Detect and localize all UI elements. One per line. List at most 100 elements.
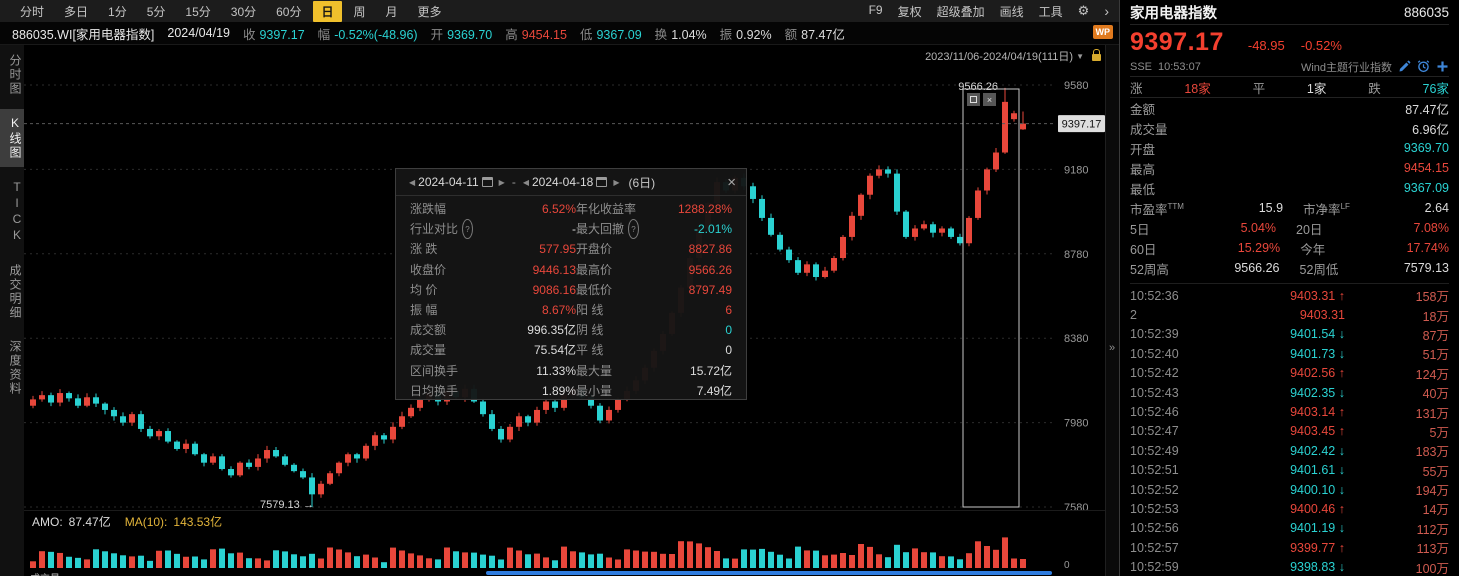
tick-volume: 112万 xyxy=(1416,522,1449,537)
view-mode-rail: 分时图 K线图 TICK 成交明细深度资料 xyxy=(0,45,24,576)
range-days-label: (6日) xyxy=(628,175,656,190)
tick-row[interactable]: 10:52:47 9403.45 ↑ 5万 xyxy=(1130,422,1449,441)
tick-volume: 194万 xyxy=(1415,484,1449,499)
tooltip-label: 成交额 xyxy=(410,323,447,338)
range-start-date[interactable]: 2024-04-11 xyxy=(418,175,479,189)
wp-badge[interactable]: WP xyxy=(1092,25,1113,39)
range-end-date[interactable]: 2024-04-18 xyxy=(531,175,594,189)
quote-infobar: 886035.WI[家用电器指数] 2024/04/19 收 9397.17 幅 -0… xyxy=(0,22,1119,45)
timeframe-button[interactable]: 30分 xyxy=(230,4,257,19)
stat-label: 市盈率TTM xyxy=(1130,201,1184,217)
toolbar-tool-button[interactable]: 画线 xyxy=(999,4,1024,19)
gear-icon[interactable]: ⚙ xyxy=(1077,3,1090,18)
tick-row[interactable]: 10:52:52 9400.10 ↓ 194万 xyxy=(1130,480,1449,499)
amo-value: 87.47亿 xyxy=(68,515,111,529)
edit-icon[interactable] xyxy=(1398,60,1411,73)
tick-row[interactable]: 10:52:56 9401.19 ↓ 112万 xyxy=(1130,519,1449,538)
tick-volume: 5万 xyxy=(1429,425,1449,440)
selection-close-icon[interactable] xyxy=(983,93,996,106)
tick-price: 9399.77 ↑ xyxy=(1290,540,1345,555)
lock-icon[interactable] xyxy=(1092,49,1101,61)
info-field-label: 低 xyxy=(579,27,593,42)
toolbar-tool-button[interactable]: 超级叠加 xyxy=(936,4,985,19)
stat-label: 成交量 xyxy=(1130,122,1168,137)
timeframe-button[interactable]: 月 xyxy=(385,4,398,19)
question-icon[interactable]: ? xyxy=(462,219,474,240)
breadth-value: 18家 xyxy=(1184,81,1211,96)
start-date-next-arrow[interactable]: ▶ xyxy=(498,177,505,187)
alarm-icon[interactable] xyxy=(1417,60,1430,73)
tick-volume: 158万 xyxy=(1415,290,1449,305)
panel-divider: » xyxy=(1105,45,1119,576)
tooltip-value: 7.49亿 xyxy=(696,383,733,398)
tick-row[interactable]: 10:52:53 9400.46 ↑ 14万 xyxy=(1130,499,1449,518)
time-scrollbar[interactable] xyxy=(486,571,1052,575)
tooltip-label: 最大回撤? xyxy=(576,219,678,240)
toolbar-right: F9 复权 超级叠加 画线 工具 ⚙ › xyxy=(869,3,1109,20)
tick-time: 10:52:52 xyxy=(1130,482,1179,497)
tick-row[interactable]: 10:52:43 9402.35 ↓ 40万 xyxy=(1130,383,1449,402)
sidebar-item[interactable]: 分时图 xyxy=(8,54,22,96)
sidebar-item[interactable]: K线图 xyxy=(0,109,24,167)
start-date-prev-arrow[interactable]: ◀ xyxy=(409,177,416,187)
tick-row[interactable]: 10:52:49 9402.42 ↓ 183万 xyxy=(1130,441,1449,460)
breadth-label: 跌 xyxy=(1368,81,1381,96)
timeframe-button[interactable]: 日 xyxy=(313,0,342,22)
tooltip-value: - xyxy=(572,222,576,237)
tick-row[interactable]: 10:52:51 9401.61 ↓ 55万 xyxy=(1130,461,1449,480)
add-icon[interactable] xyxy=(1436,60,1449,73)
timeframe-button[interactable]: 5分 xyxy=(146,4,166,19)
tooltip-label: 最大量 xyxy=(576,363,613,378)
selection-resize-icon[interactable] xyxy=(967,93,980,106)
timeframe-button[interactable]: 60分 xyxy=(276,4,302,19)
toolbar-tool-button[interactable]: 工具 xyxy=(1038,4,1063,19)
tick-row[interactable]: 2 9403.31 18万 xyxy=(1130,305,1449,324)
date-range-selector[interactable]: 2023/11/06-2024/04/19(111日) ▼ xyxy=(925,48,1101,64)
quote-panel: 家用电器指数 886035 9397.17 -48.95 -0.52% SSE … xyxy=(1119,0,1459,576)
end-date-prev-arrow[interactable]: ◀ xyxy=(522,177,529,187)
kline-chart-area[interactable]: 9580 9180 8780 8380 7980 7580 9397.17 9566.26 75… xyxy=(24,45,1105,576)
tick-row[interactable]: 10:52:39 9401.54 ↓ 87万 xyxy=(1130,325,1449,344)
calendar-icon[interactable] xyxy=(596,177,608,187)
tooltip-value: 8797.49 xyxy=(688,282,733,297)
tick-row[interactable]: 10:52:40 9401.73 ↓ 51万 xyxy=(1130,344,1449,363)
close-icon[interactable]: × xyxy=(727,173,736,191)
tick-time: 10:52:36 xyxy=(1130,288,1179,303)
calendar-icon[interactable] xyxy=(481,177,493,187)
date-range-label: 2023/11/06-2024/04/19(111日) xyxy=(925,51,1074,63)
tick-row[interactable]: 10:52:36 9403.31 ↑ 158万 xyxy=(1130,286,1449,305)
tooltip-label: 年化收益率 xyxy=(576,202,637,216)
timeframe-button[interactable]: 15分 xyxy=(185,4,211,19)
stat-value: 87.47亿 xyxy=(1405,102,1449,117)
tick-row[interactable]: 10:52:57 9399.77 ↑ 113万 xyxy=(1130,538,1449,557)
timeframe-button[interactable]: 更多 xyxy=(417,4,442,19)
sidebar-item[interactable]: 成交明细 xyxy=(8,264,22,320)
selection-box[interactable]: × xyxy=(962,88,1020,508)
question-icon[interactable]: ? xyxy=(628,219,640,240)
tick-row[interactable]: 10:52:59 9398.83 ↓ 100万 xyxy=(1130,557,1449,576)
end-date-next-arrow[interactable]: ▶ xyxy=(613,177,620,187)
stat-value: 17.74% xyxy=(1406,241,1449,255)
chevron-right-icon[interactable]: › xyxy=(1104,3,1109,19)
timeframe-button[interactable]: 周 xyxy=(353,4,366,19)
tick-time: 10:52:51 xyxy=(1130,463,1179,478)
sidebar-item[interactable]: TICK xyxy=(10,180,24,244)
tooltip-label: 收盘价 xyxy=(410,262,447,277)
tick-row[interactable]: 10:52:42 9402.56 ↑ 124万 xyxy=(1130,364,1449,383)
toolbar-tool-button[interactable]: F9 xyxy=(868,2,883,17)
sidebar-item[interactable]: 深度资料 xyxy=(8,340,22,396)
volume-chart[interactable]: 0 xyxy=(24,532,1105,570)
stat-value: 9369.70 xyxy=(1403,141,1449,155)
last-price: 9397.17 xyxy=(1130,28,1224,56)
tick-volume: 100万 xyxy=(1415,561,1449,576)
info-field: 幅 -0.52%(-48.96) xyxy=(318,24,418,43)
timeframe-button[interactable]: 多日 xyxy=(64,4,89,19)
toolbar-tool-button[interactable]: 复权 xyxy=(897,4,922,19)
collapse-panel-icon[interactable]: » xyxy=(1109,342,1116,354)
timeframe-button[interactable]: 分时 xyxy=(20,4,45,19)
timeframe-button[interactable]: 1分 xyxy=(108,4,127,19)
tick-row[interactable]: 10:52:46 9403.14 ↑ 131万 xyxy=(1130,402,1449,421)
tooltip-value: 11.33% xyxy=(536,363,576,378)
svg-text:8780: 8780 xyxy=(1064,249,1088,261)
